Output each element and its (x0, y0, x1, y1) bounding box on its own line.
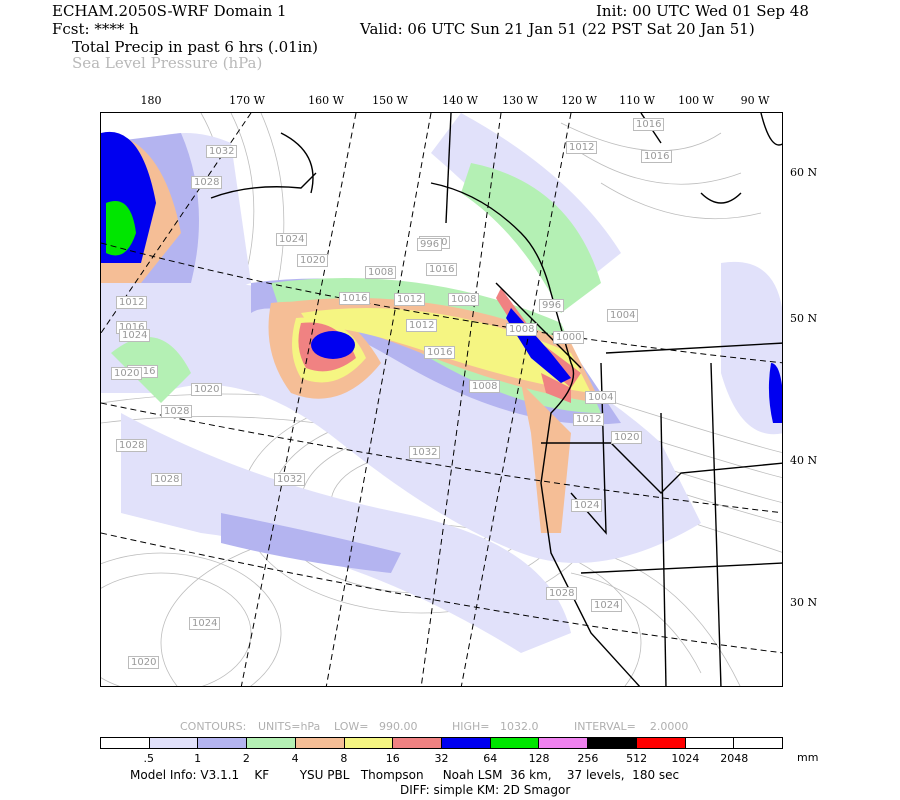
model-title: ECHAM.2050S-WRF Domain 1 (52, 2, 287, 20)
colorbar-swatch (490, 738, 540, 748)
lon-label: 150 W (372, 94, 408, 107)
colorbar-tick-label: 512 (626, 752, 648, 765)
colorbar-swatch (685, 738, 735, 748)
isobar-label: 1012 (566, 141, 598, 154)
colorbar-tick-label: 128 (528, 752, 550, 765)
colorbar-tick-label: .5 (143, 752, 155, 765)
coastlines (210, 113, 782, 686)
isobar-label: 1016 (424, 346, 456, 359)
isobar-label: 1008 (448, 293, 480, 306)
isobar-label: 1016 (426, 263, 458, 276)
valid-time: Valid: 06 UTC Sun 21 Jan 51 (22 PST Sat … (360, 20, 755, 38)
map-panel: 1016 1012 1016 1032 1028 1024 1020 1016 … (100, 112, 783, 687)
lat-label: 60 N (790, 166, 818, 179)
isobar-label: 1020 (611, 431, 643, 444)
lon-label: 130 W (502, 94, 538, 107)
lon-label: 170 W (229, 94, 265, 107)
isobar-label: 1032 (206, 145, 238, 158)
lat-label: 50 N (790, 312, 818, 325)
contours-interval: INTERVAL= 2.0000 (574, 720, 689, 733)
colorbar-swatch (344, 738, 394, 748)
colorbar-swatch (442, 738, 491, 748)
forecast-hour: Fcst: **** h (52, 20, 139, 38)
isobar-label: 1032 (274, 473, 306, 486)
map-graphics (101, 113, 782, 686)
colorbar-swatch (247, 738, 296, 748)
colorbar-tick-label: 1 (194, 752, 202, 765)
colorbar-swatch (539, 738, 589, 748)
colorbar-unit: mm (797, 751, 819, 764)
isobar-label: 1016 (633, 118, 665, 131)
isobar-label: 1020 (111, 367, 143, 380)
isobar-label: 1032 (409, 446, 441, 459)
isobar-label: 1028 (191, 176, 223, 189)
lon-label: 120 W (561, 94, 597, 107)
colorbar-tick-label: 2048 (720, 752, 749, 765)
field-title-slp: Sea Level Pressure (hPa) (72, 54, 263, 72)
isobar-label: 1024 (189, 617, 221, 630)
isobar-label: 1024 (591, 599, 623, 612)
contours-label: CONTOURS: (180, 720, 247, 733)
contours-units: UNITS=hPa (258, 720, 321, 733)
isobar-label: 1028 (546, 587, 578, 600)
lon-label: 180 (140, 94, 162, 107)
colorbar-tick-label: 16 (385, 752, 400, 765)
isobar-label: 1020 (297, 254, 329, 267)
colorbar-tick-label: 4 (291, 752, 299, 765)
isobar-label: 1004 (607, 309, 639, 322)
isobar-label: 1024 (571, 499, 603, 512)
precip-shading (101, 113, 782, 653)
isobar-label: 1012 (394, 293, 426, 306)
precip-colorbar (100, 737, 783, 749)
isobar-label: 1008 (506, 323, 538, 336)
colorbar-swatch (149, 738, 199, 748)
isobar-label: 1012 (406, 319, 438, 332)
lat-label: 40 N (790, 454, 818, 467)
isobar-label: 1028 (151, 473, 183, 486)
field-title-precip: Total Precip in past 6 hrs (.01in) (72, 38, 319, 56)
isobar-label: 1008 (365, 266, 397, 279)
colorbar-swatch (588, 738, 637, 748)
colorbar-tick-label: 64 (483, 752, 498, 765)
colorbar-tick-label: 32 (434, 752, 449, 765)
isobar-label: 1024 (119, 329, 151, 342)
isobar-label: 1028 (161, 405, 193, 418)
isobar-label: 1004 (585, 391, 617, 404)
colorbar-swatch (636, 738, 686, 748)
lon-label: 100 W (678, 94, 714, 107)
lon-label: 160 W (308, 94, 344, 107)
lon-label: 90 W (740, 94, 770, 107)
isobar-label: 1016 (339, 292, 371, 305)
isobar-label: 1008 (469, 380, 501, 393)
isobar-label: 1028 (116, 439, 148, 452)
lat-label: 30 N (790, 596, 818, 609)
init-time: Init: 00 UTC Wed 01 Sep 48 (596, 2, 809, 20)
isobar-label: 996 (417, 238, 443, 251)
isobar-label: 1020 (191, 383, 223, 396)
isobar-label: 1016 (641, 150, 673, 163)
isobar-label: 1000 (553, 331, 585, 344)
model-info: Model Info: V3.1.1 KF YSU PBL Thompson N… (130, 768, 680, 782)
lon-label: 140 W (442, 94, 478, 107)
colorbar-swatch (198, 738, 248, 748)
isobar-label: 1012 (573, 413, 605, 426)
colorbar-tick-label: 8 (340, 752, 348, 765)
contours-low: LOW= 990.00 (334, 720, 418, 733)
isobar-label: 1024 (276, 233, 308, 246)
diff-info: DIFF: simple KM: 2D Smagor (400, 783, 571, 797)
colorbar-swatch (393, 738, 443, 748)
colorbar-swatch (734, 738, 783, 748)
colorbar-tick-label: 1024 (671, 752, 700, 765)
contours-high: HIGH= 1032.0 (452, 720, 539, 733)
colorbar-swatch (295, 738, 345, 748)
colorbar-tick-label: 2 (242, 752, 250, 765)
isobar-label: 1020 (128, 656, 160, 669)
isobar-label: 1012 (116, 296, 148, 309)
colorbar-tick-label: 256 (577, 752, 599, 765)
lon-label: 110 W (619, 94, 655, 107)
isobar-label: 996 (539, 299, 565, 312)
colorbar-swatch (101, 738, 150, 748)
